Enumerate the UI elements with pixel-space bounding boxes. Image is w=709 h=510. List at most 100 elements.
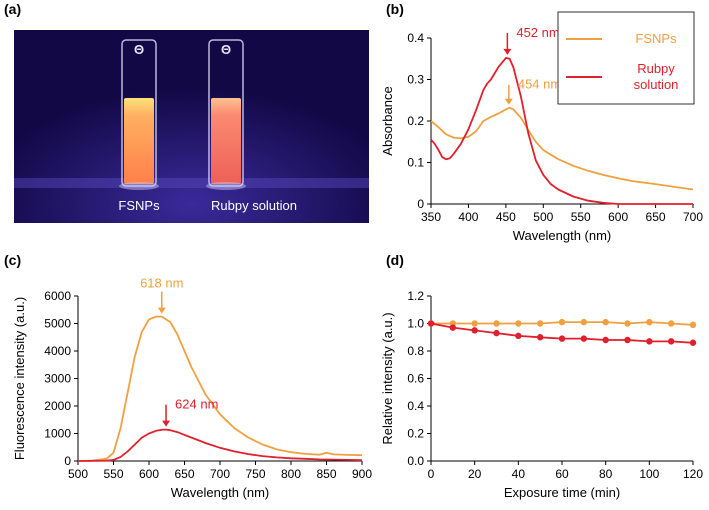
data-point [536, 320, 544, 327]
data-point [536, 334, 544, 341]
x-axis-label: Wavelength (nm) [513, 228, 612, 243]
data-point [602, 336, 609, 344]
vial-fsnps: Θ [119, 39, 159, 190]
x-tick-label: 60 [555, 467, 569, 481]
y-tick-label: 0.4 [407, 399, 424, 413]
data-point [493, 329, 500, 337]
y-tick-label: 0 [64, 454, 71, 468]
data-point [646, 318, 653, 326]
y-tick-label: 0.3 [407, 73, 424, 87]
data-point [667, 320, 675, 327]
vials-photo: Θ Θ FSNPs Rubpy solution [14, 30, 369, 223]
x-tick-label: 350 [421, 210, 441, 224]
panel-letter-b: (b) [386, 1, 404, 17]
panel-letter-c: (c) [4, 252, 21, 268]
data-point [646, 338, 653, 345]
x-tick-label: 0 [428, 467, 435, 481]
y-tick-label: 0.4 [407, 31, 424, 45]
x-tick-label: 500 [68, 467, 88, 481]
data-point [493, 320, 500, 327]
data-point [558, 318, 566, 326]
panel-letter-d: (d) [386, 252, 404, 268]
y-tick-label: 5000 [44, 317, 71, 331]
photo-label-fsnps: FSNPs [118, 198, 160, 213]
vial-rubpy: Θ [206, 39, 246, 190]
vial-cap-symbol: Θ [134, 42, 144, 57]
vial-rubpy-liquid [211, 98, 241, 184]
x-tick-label: 650 [646, 210, 666, 224]
legend-label: FSNPs [635, 31, 677, 46]
peak-annotation: 452 nm [516, 25, 559, 40]
y-tick-label: 4000 [44, 344, 71, 358]
y-axis-label: Absorbance [380, 86, 395, 155]
data-point [689, 321, 697, 329]
data-point [449, 324, 457, 331]
data-point [515, 320, 522, 327]
data-point [427, 320, 435, 327]
x-tick-label: 800 [281, 467, 301, 481]
x-tick-label: 900 [352, 467, 372, 481]
x-tick-label: 500 [533, 210, 553, 224]
y-tick-label: 1000 [44, 427, 71, 441]
peak-annotation: 454 nm [518, 77, 561, 92]
x-tick-label: 40 [512, 467, 526, 481]
x-tick-label: 700 [210, 467, 230, 481]
x-tick-label: 650 [174, 467, 194, 481]
absorbance-chart: 350 400 450 500 550 600 650 700 0 0.1 0.2 0.3 0.4 Wav… [380, 11, 703, 243]
y-tick-label: 1.0 [407, 317, 424, 331]
photo-label-rubpy: Rubpy solution [211, 198, 297, 213]
panel-letter-a: (a) [4, 1, 21, 17]
y-tick-label: 2000 [44, 399, 71, 413]
fluorescence-chart: 500 550 600 650 700 750 800 850 900 0 1000 2000 3000… [12, 276, 372, 500]
x-tick-label: 700 [683, 210, 703, 224]
data-point [602, 318, 609, 326]
data-point [624, 320, 631, 327]
y-tick-label: 0.2 [407, 427, 424, 441]
y-tick-label: 3000 [44, 372, 71, 386]
x-tick-label: 100 [639, 467, 659, 481]
annotation-arrow-head [503, 48, 512, 55]
x-tick-label: 600 [139, 467, 159, 481]
vial-cap-symbol: Θ [221, 42, 231, 57]
y-axis-label: Fluorescence intensity (a.u.) [12, 297, 27, 460]
data-point [667, 338, 675, 345]
x-tick-label: 550 [103, 467, 123, 481]
x-axis-label: Exposure time (min) [504, 485, 620, 500]
photo-reflection-band [14, 178, 369, 188]
y-tick-label: 0.6 [407, 372, 424, 386]
series-line-rubpy [77, 428, 363, 462]
x-axis-label: Wavelength (nm) [171, 485, 270, 500]
x-tick-label: 850 [316, 467, 336, 481]
y-tick-label: 0.8 [407, 344, 424, 358]
annotation-arrow-head [157, 307, 166, 314]
legend-label-line: solution [634, 77, 679, 92]
x-tick-label: 600 [608, 210, 628, 224]
peak-annotation: 618 nm [140, 276, 183, 291]
data-point [515, 332, 522, 340]
data-point [580, 335, 588, 342]
photostability-chart: 0 20 40 60 80 100 120 0.0 0.2 0.4 0.6 0.8 1.0 1.2 Expo… [380, 289, 703, 500]
data-point [558, 335, 566, 342]
x-tick-label: 400 [458, 210, 478, 224]
x-tick-label: 80 [599, 467, 613, 481]
x-tick-label: 120 [683, 467, 703, 481]
legend-label: Rubpy solution [634, 61, 679, 92]
peak-annotation: 624 nm [175, 397, 218, 412]
y-tick-label: 1.2 [407, 289, 424, 303]
data-point [624, 336, 631, 344]
x-tick-label: 450 [496, 210, 516, 224]
x-tick-label: 750 [245, 467, 265, 481]
y-tick-label: 0.1 [407, 156, 424, 170]
legend-label-line: FSNPs [635, 31, 677, 46]
series-line-fsnps [430, 106, 694, 191]
series-line-rubpy [430, 57, 693, 205]
y-tick-label: 0.0 [407, 454, 424, 468]
legend-label-line: Rubpy [637, 61, 675, 76]
y-tick-label: 6000 [44, 289, 71, 303]
data-point [471, 320, 478, 327]
y-tick-label: 0 [417, 197, 424, 211]
data-point [689, 339, 697, 346]
x-tick-label: 20 [468, 467, 482, 481]
